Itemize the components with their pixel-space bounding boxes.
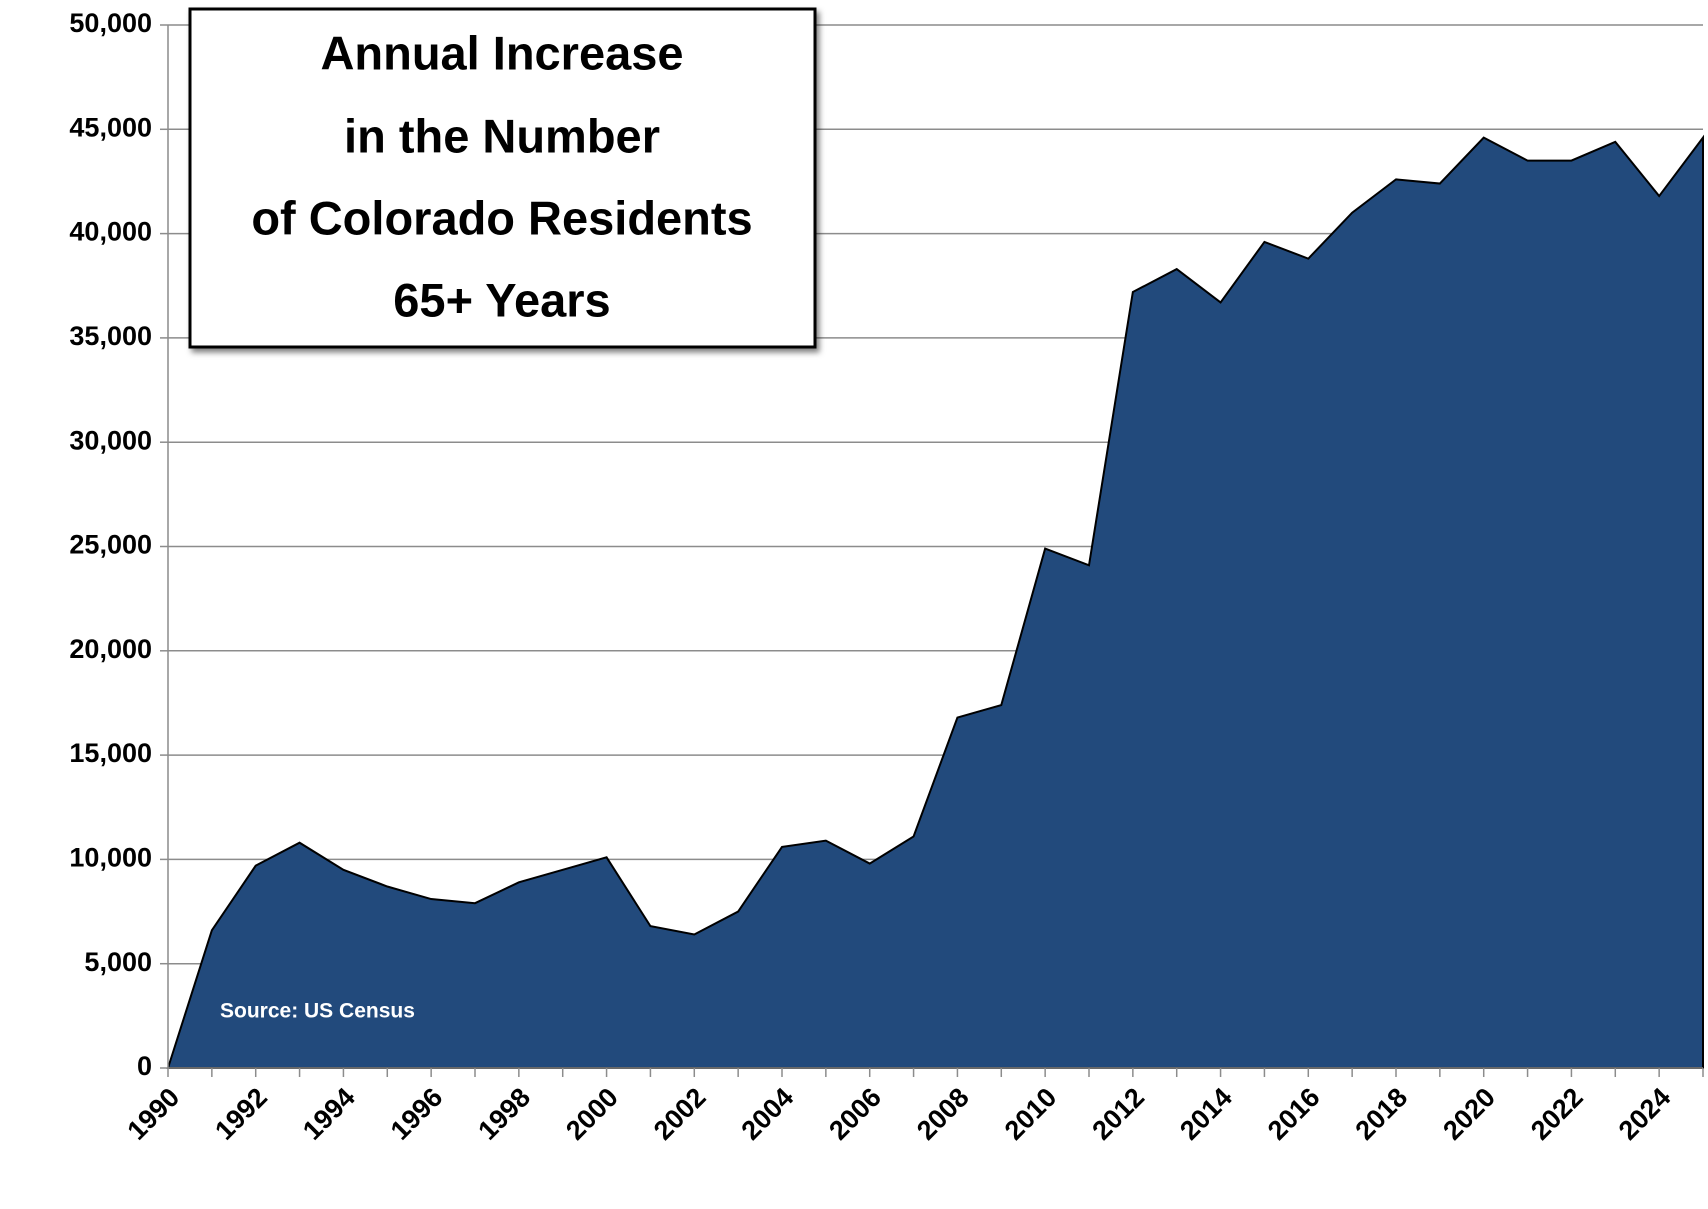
x-tick-label: 2014 <box>1174 1082 1238 1146</box>
x-tick-label: 2004 <box>736 1082 800 1146</box>
y-tick-label: 25,000 <box>69 530 152 560</box>
y-tick-label: 10,000 <box>69 843 152 873</box>
x-tick-label: 1992 <box>209 1082 273 1146</box>
y-tick-label: 15,000 <box>69 738 152 768</box>
x-tick-label: 2020 <box>1437 1082 1501 1146</box>
source-note: Source: US Census <box>220 1000 415 1023</box>
x-tick-label: 2006 <box>823 1082 887 1146</box>
y-tick-label: 30,000 <box>69 425 152 455</box>
x-tick-label: 2000 <box>560 1082 624 1146</box>
x-tick-label: 2010 <box>999 1082 1063 1146</box>
x-tick-label: 2024 <box>1613 1082 1677 1146</box>
chart-title: of Colorado Residents <box>251 191 752 244</box>
x-tick-label: 2016 <box>1262 1082 1326 1146</box>
x-tick-label: 2002 <box>648 1082 712 1146</box>
chart-title: 65+ Years <box>393 273 610 326</box>
title-box <box>188 7 817 349</box>
y-tick-label: 45,000 <box>69 112 152 142</box>
x-tick-label: 2018 <box>1350 1082 1414 1146</box>
y-tick-label: 0 <box>137 1051 152 1081</box>
x-tick-label: 2022 <box>1525 1082 1589 1146</box>
y-tick-label: 50,000 <box>69 8 152 38</box>
y-tick-label: 5,000 <box>84 947 152 977</box>
x-tick-label: 2012 <box>1086 1082 1150 1146</box>
y-tick-label: 40,000 <box>69 217 152 247</box>
x-tick-label: 1994 <box>297 1082 361 1146</box>
chart-title: in the Number <box>344 109 660 162</box>
y-tick-label: 20,000 <box>69 634 152 664</box>
chart-title: Annual Increase <box>320 26 683 79</box>
x-tick-label: 1990 <box>122 1082 186 1146</box>
area <box>166 134 1704 1069</box>
x-tick-label: 1996 <box>385 1082 449 1146</box>
x-tick-label: 2008 <box>911 1082 975 1146</box>
x-tick-label: 1998 <box>472 1082 536 1146</box>
y-tick-label: 35,000 <box>69 321 152 351</box>
